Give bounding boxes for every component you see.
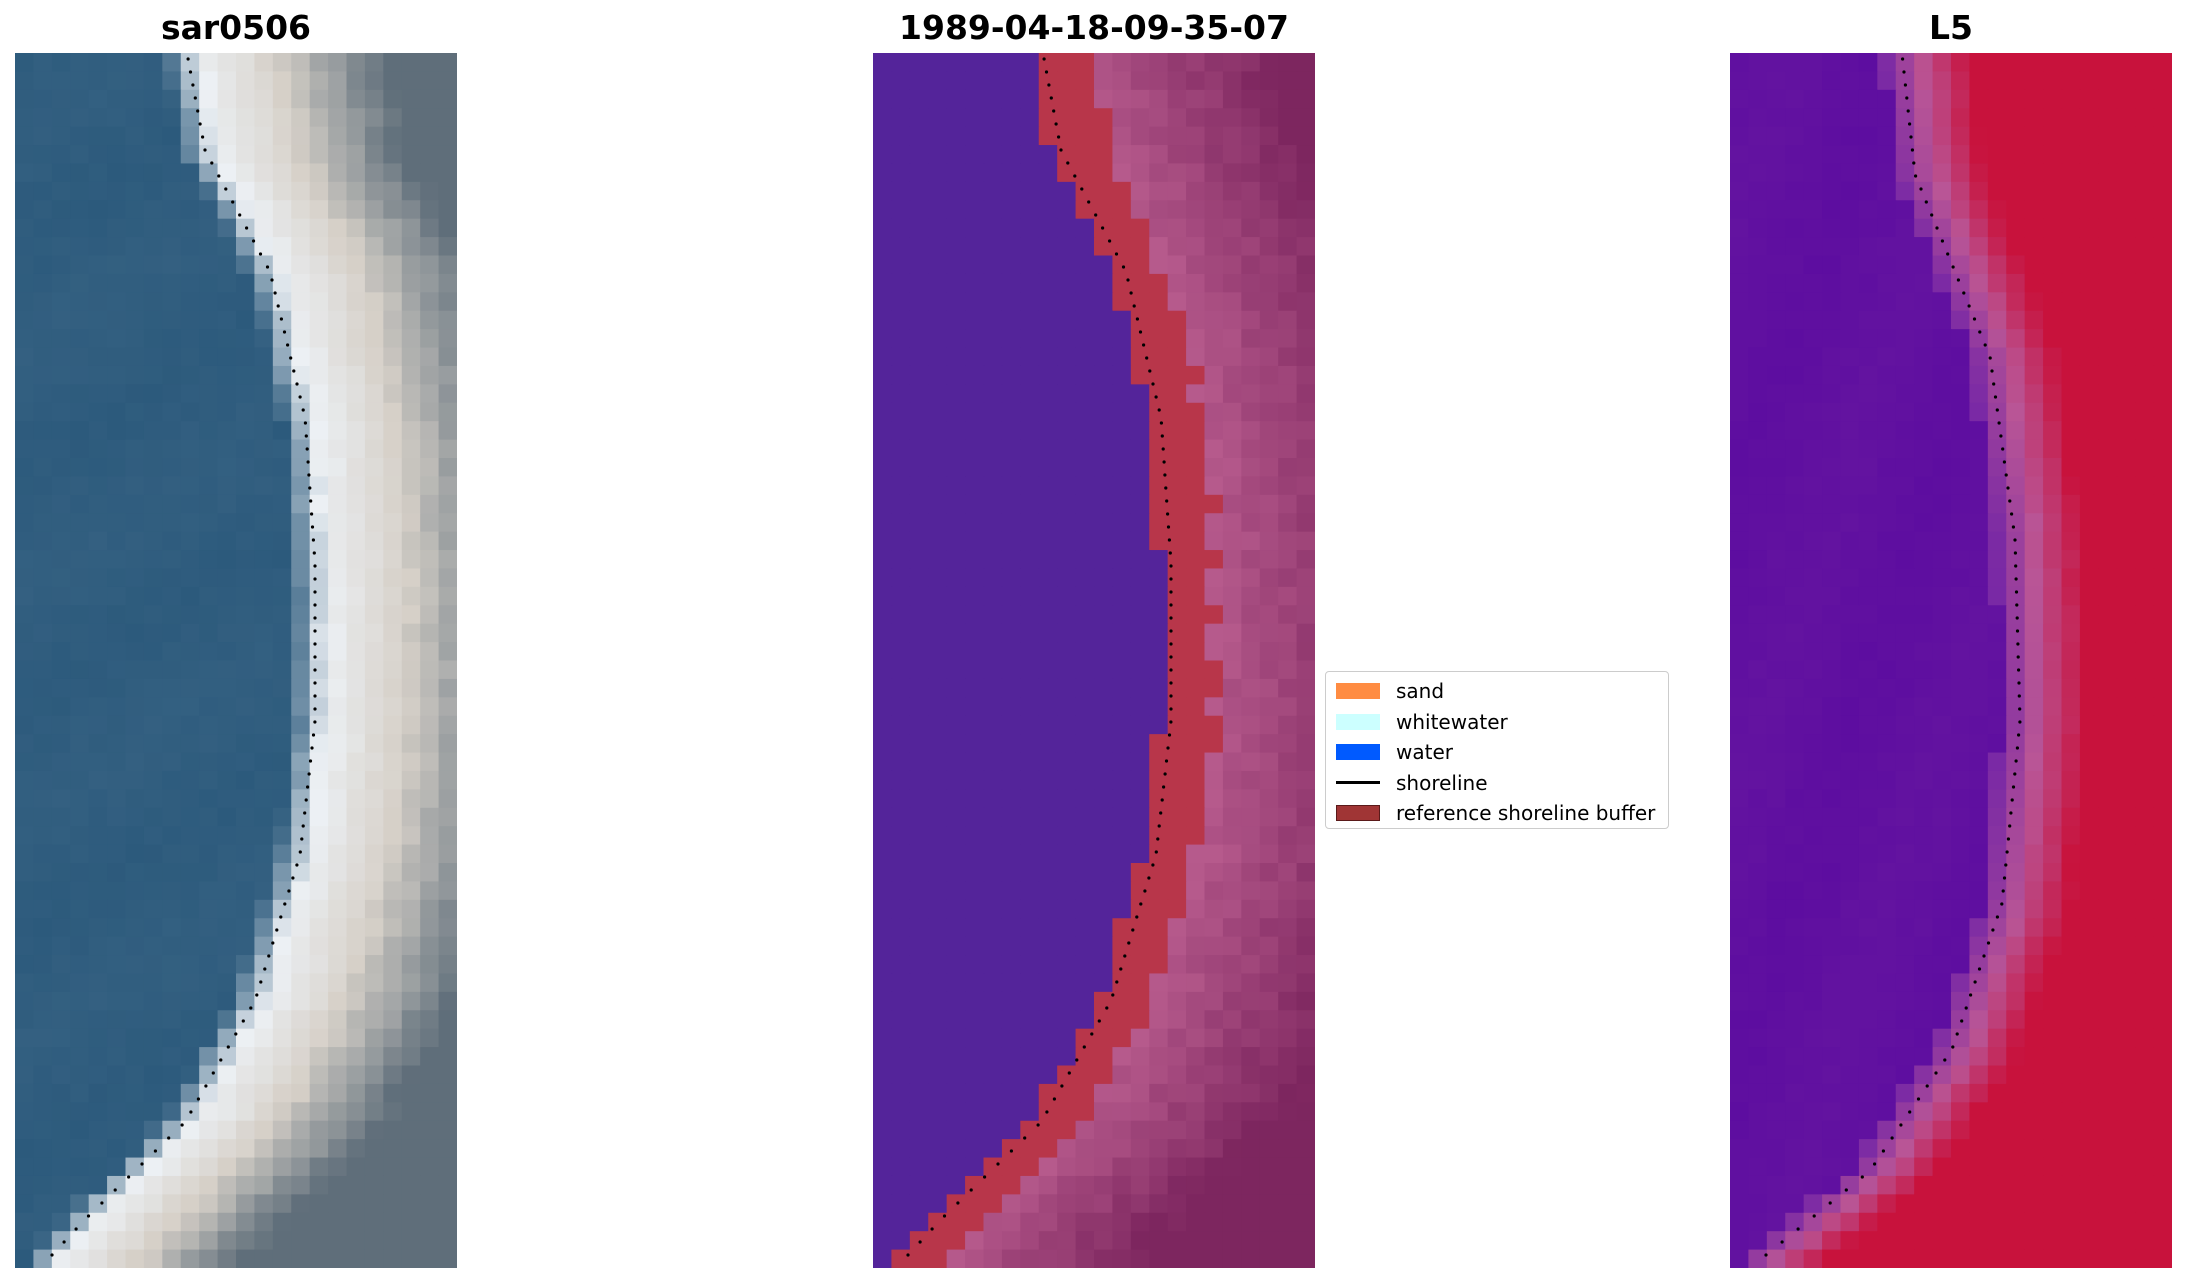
shoreline-dots — [906, 57, 1173, 1257]
shoreline-dots — [50, 57, 317, 1257]
index-image-panel — [1730, 53, 2172, 1268]
classified-image — [873, 53, 1315, 1268]
rgb-image-panel — [15, 53, 457, 1268]
legend-label-sand: sand — [1396, 679, 1445, 704]
shoreline-dots — [1764, 57, 2022, 1257]
legend-label-buffer: reference shoreline buffer — [1396, 801, 1656, 826]
panel-title-index: L5 — [1929, 8, 1973, 47]
legend-label-water: water — [1396, 740, 1453, 765]
legend-item-shoreline: shoreline — [1336, 768, 1658, 799]
shoreline-line-swatch — [1336, 781, 1380, 785]
legend-item-sand: sand — [1336, 676, 1658, 707]
sand-swatch — [1336, 683, 1380, 700]
whitewater-swatch — [1336, 713, 1380, 730]
legend-item-whitewater: whitewater — [1336, 707, 1658, 738]
classified-image-panel — [873, 53, 1315, 1268]
buffer-swatch — [1336, 805, 1380, 822]
legend-item-water: water — [1336, 737, 1658, 768]
legend-label-shoreline: shoreline — [1396, 770, 1488, 795]
rgb-image — [15, 53, 457, 1268]
panel-title-classified: 1989-04-18-09-35-07 — [899, 8, 1289, 47]
index-image — [1730, 53, 2172, 1268]
legend-label-whitewater: whitewater — [1396, 709, 1508, 734]
legend-item-buffer: reference shoreline buffer — [1336, 798, 1658, 829]
legend: sand whitewater water shoreline referenc… — [1325, 671, 1669, 829]
panel-title-rgb: sar0506 — [160, 8, 312, 47]
water-swatch — [1336, 744, 1380, 761]
